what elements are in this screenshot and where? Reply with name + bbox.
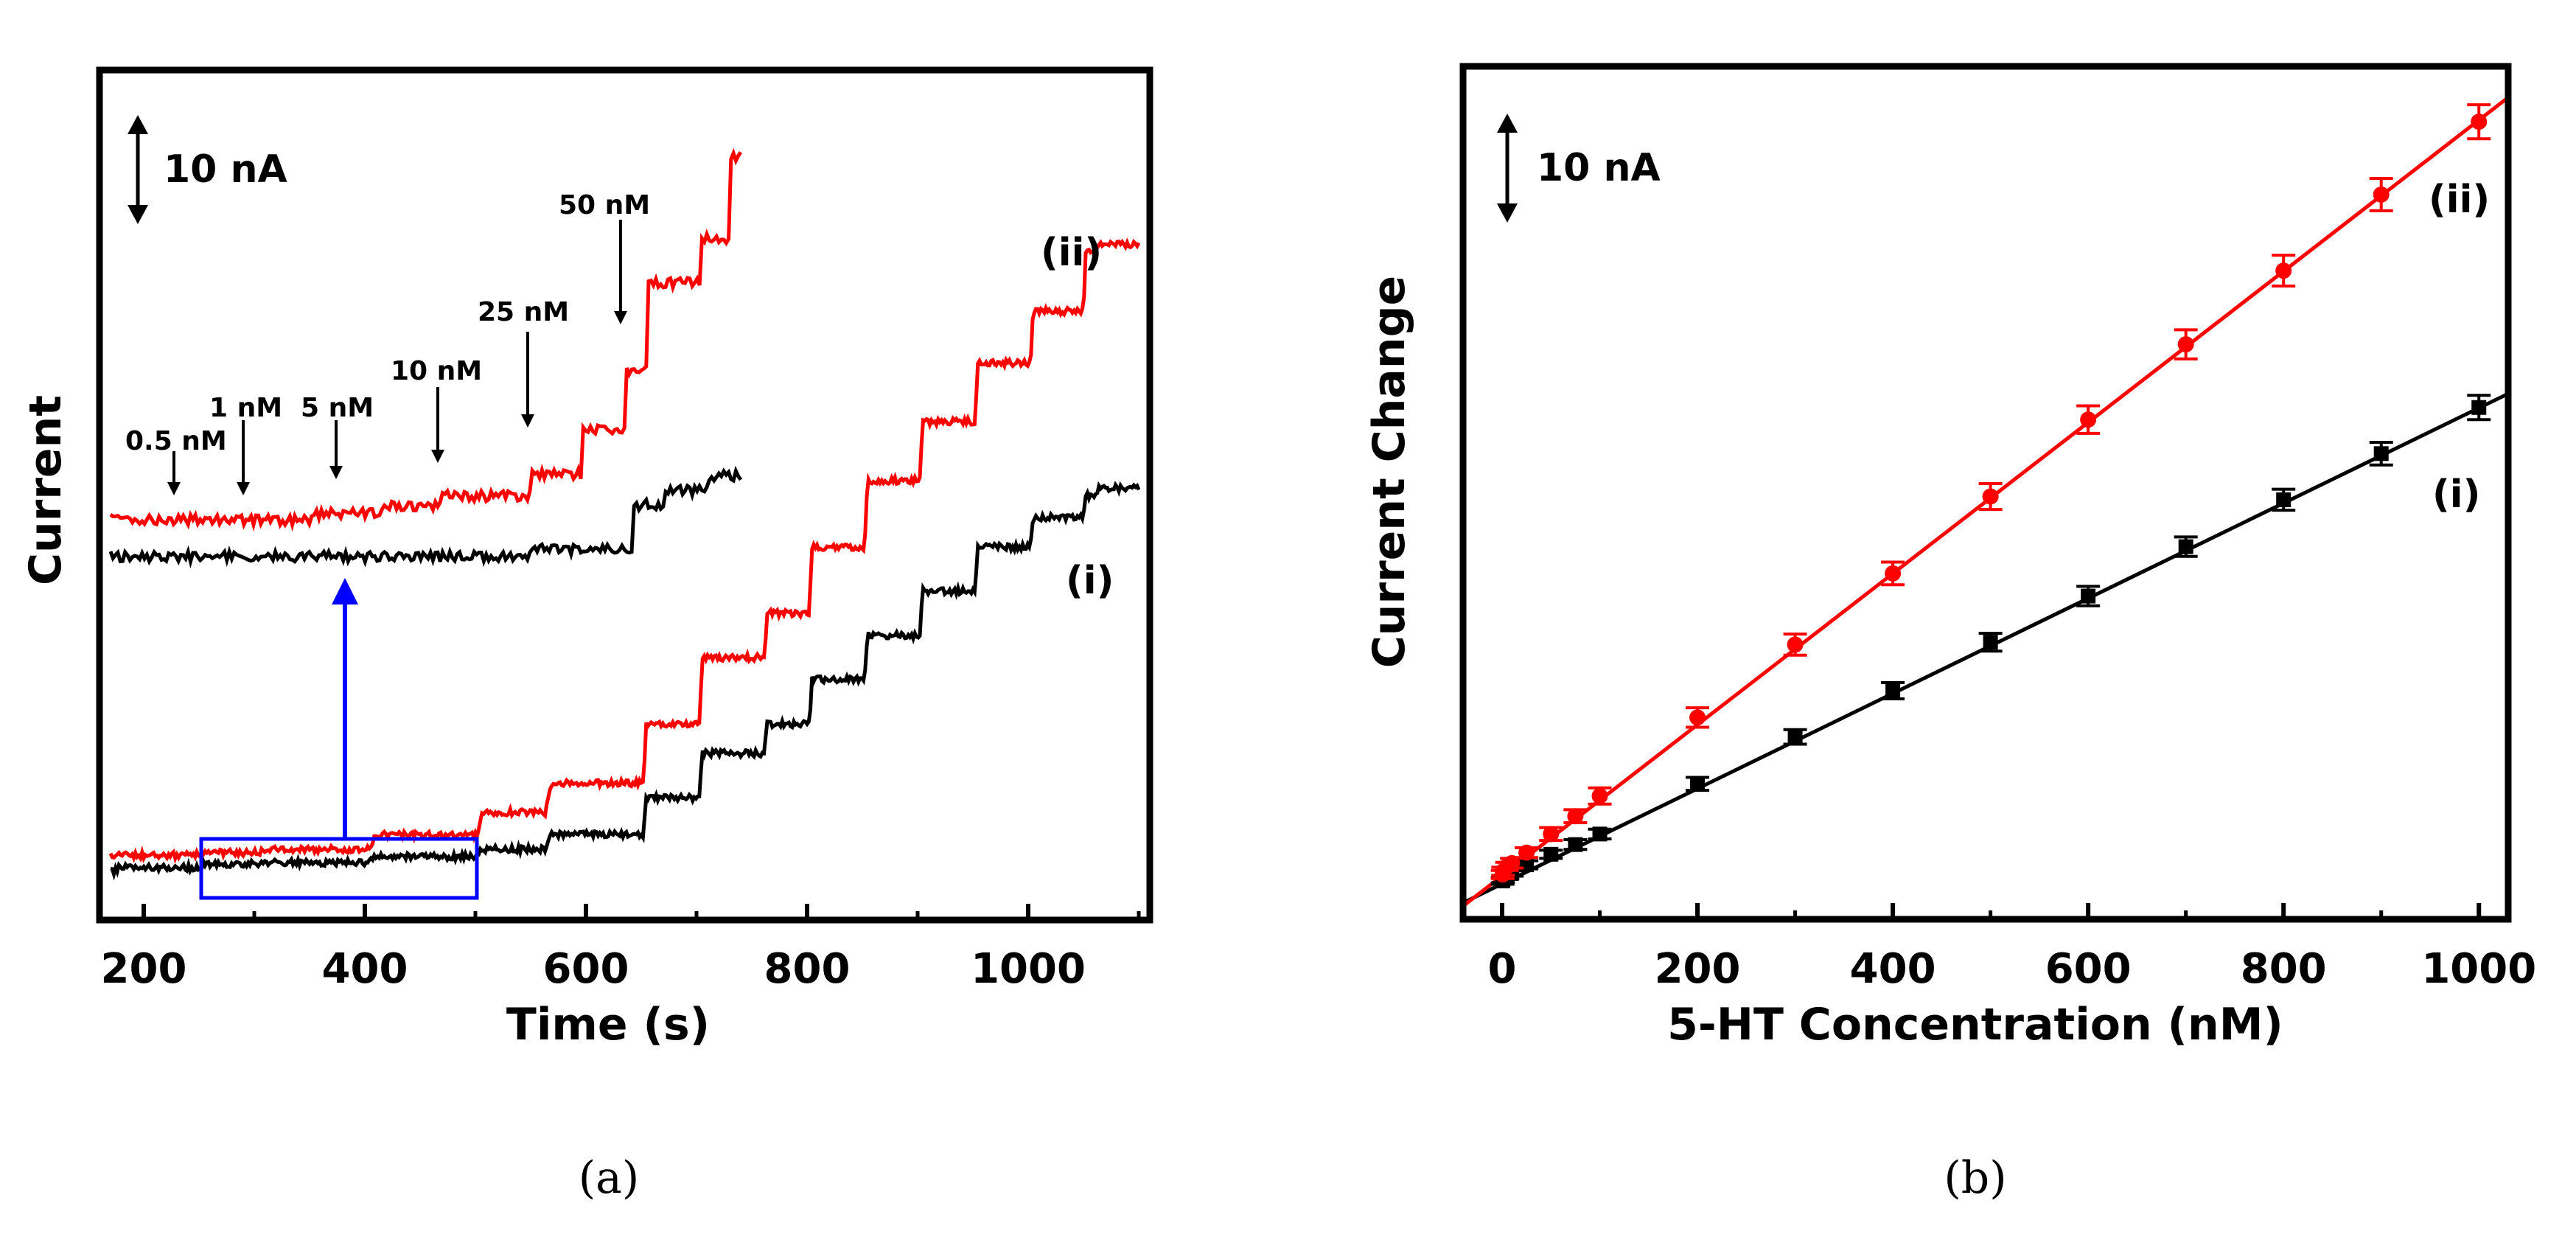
caption-a: (a) (579, 1152, 640, 1204)
panel-b-point-ii (1504, 854, 1521, 871)
panel-b-point-ii (1567, 808, 1584, 825)
panel-b-x-tick-label: 0 (1488, 945, 1517, 993)
panel-b-point-i (1885, 683, 1901, 699)
panel-a-inset-series-i-line (108, 465, 743, 569)
panel-b-frame (1459, 63, 2512, 923)
panel-b-point-ii (1518, 844, 1535, 861)
panel-b-point-i (2373, 446, 2389, 461)
panel-a-step-label: 10 nM (391, 356, 482, 386)
panel-b-point-i (1983, 635, 1998, 650)
panel-b-point-i (1568, 837, 1583, 852)
panel-a-x-axis-title: Time (s) (506, 999, 710, 1050)
panel-a-x-tick-label: 200 (101, 945, 187, 993)
panel-a-series-ii-label: (ii) (1041, 231, 1102, 275)
panel-a-x-tick-label: 400 (322, 945, 408, 993)
panel-b-x-axis: 0 200 400 600 800 1000 (1488, 903, 2536, 993)
panel-a-inset-series-ii-line (109, 147, 743, 532)
panel-b-y-axis-title: Current Change (1364, 276, 1415, 669)
panel-a-step-label: 25 nM (478, 297, 569, 327)
panel-a-inset-layer: 0.5 nM1 nM 5 nM 10 nM 25 nM 50 nM (108, 147, 743, 569)
panel-b-x-tick-label: 200 (1655, 945, 1741, 993)
panel-b-scale-bar-label: 10 nA (1537, 146, 1661, 190)
panel-a-series-layer (108, 237, 1141, 881)
panel-b-point-ii (2275, 262, 2292, 279)
panel-b-point-ii (2471, 114, 2488, 130)
panel-a-zoom-box (199, 837, 479, 900)
panel-b-x-axis-title: 5-HT Concentration (nM) (1667, 999, 2283, 1050)
panel-b-point-ii (2373, 186, 2390, 203)
panel-a-frame (96, 66, 1153, 924)
panel-a-series-i-label: (i) (1066, 559, 1114, 603)
panel-a-step-arrow-head (521, 414, 534, 428)
panel-a-series-i-line (110, 481, 1141, 881)
panel-a-step-arrow-head (167, 482, 181, 495)
panel-a-scale-bar-label: 10 nA (164, 147, 287, 192)
panel-b-point-i (1690, 776, 1706, 792)
panel-b-point-i (2471, 400, 2487, 415)
panel-b-point-ii (1689, 709, 1706, 726)
panel-a-step-arrow-head (237, 482, 250, 495)
panel-b-point-ii (2177, 336, 2194, 353)
panel-a-series-ii-line (108, 237, 1141, 865)
panel-a-step-arrow-head (431, 450, 444, 463)
panel-b-points-layer (1490, 103, 2491, 889)
panel-b-point-i (1592, 826, 1608, 842)
panel-a-scale-bar (128, 115, 148, 224)
panel-a-step-label: 1 nM (209, 393, 282, 423)
panel-a-x-tick-label: 1000 (971, 945, 1086, 993)
panel-a-step-label: 50 nM (559, 190, 650, 220)
panel-b-point-i (2081, 588, 2096, 604)
panel-b-series-ii-label: (ii) (2429, 178, 2490, 222)
panel-b-point-ii (1982, 488, 1999, 505)
panel-b-series-i-label: (i) (2432, 473, 2480, 517)
panel-b-x-tick-label: 1000 (2421, 945, 2536, 993)
panel-a-step-arrow-head (614, 311, 627, 324)
panel-b-point-i (1543, 846, 1559, 862)
panel-b-point-i (2276, 492, 2291, 507)
panel-b-x-tick-label: 400 (1850, 945, 1936, 993)
panel-a-x-axis: 200 400 600 800 1000 (101, 904, 1141, 993)
panel-b-point-i (1787, 729, 1803, 745)
panel-a-step-label: 5 nM (301, 393, 374, 423)
panel-a: 0.5 nM1 nM 5 nM 10 nM 25 nM 50 nM 10 nA (ii)… (20, 66, 1153, 1050)
panel-b-point-ii (1543, 826, 1560, 843)
panel-b-point-ii (2080, 411, 2097, 428)
panel-b: 10 nA (ii) (i) 0 200 400 600 800 1000 5-HT Co… (1364, 63, 2536, 1050)
panel-a-step-arrow-head (329, 466, 343, 479)
panel-a-x-tick-label: 600 (543, 945, 629, 993)
panel-a-y-axis-title: Current (20, 395, 71, 585)
panel-b-point-ii (1591, 787, 1608, 804)
panel-b-x-tick-label: 800 (2241, 945, 2327, 993)
panel-b-x-tick-label: 600 (2045, 945, 2132, 993)
panel-a-step-label: 0.5 nM (125, 426, 227, 456)
panel-b-point-ii (1885, 565, 1902, 582)
caption-b: (b) (1944, 1152, 2006, 1204)
panel-b-scale-bar (1497, 114, 1518, 223)
panel-b-point-i (2178, 539, 2193, 554)
panel-a-x-tick-label: 800 (764, 945, 851, 993)
panel-b-point-ii (1787, 636, 1804, 653)
